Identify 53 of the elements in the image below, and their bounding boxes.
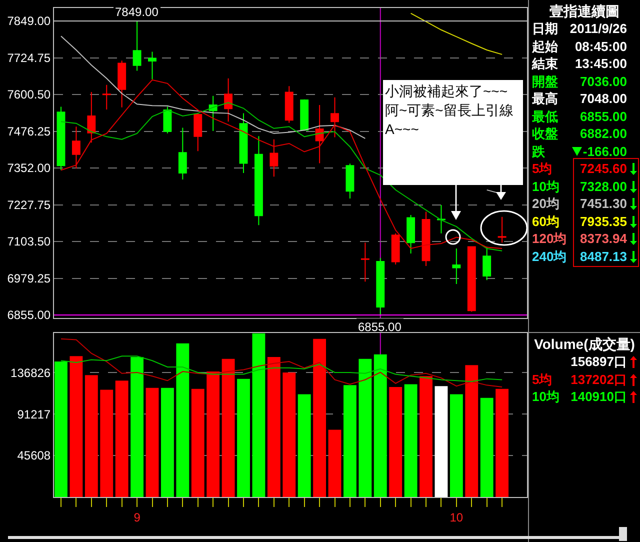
y-tick-label: 7600.50 [7,88,51,102]
text: 7048.00 [580,90,627,107]
ref-line-label: 7849.00 [115,5,159,19]
text: 7935.35 [580,212,627,230]
x-tick-label: 9 [134,510,141,524]
text: 2011/9/26 [570,20,627,37]
y-tick-label: 136826 [10,366,51,380]
y-tick-label: 7476.25 [7,124,51,138]
text: 7036.00 [580,72,627,90]
text: 7245.60 [580,160,627,177]
text: 起始 [532,38,558,54]
y-tick-label: 7352.00 [7,161,51,176]
note-box: 小洞被補起來了~~~ 阿~可素~留長上引線 A~~~ [383,80,523,185]
text: 壹指連續圖 [548,3,620,21]
text: 10均 [532,178,560,194]
text: 20均 [532,195,560,212]
annotation: 小洞被補起來了~~~ 阿~可素~留長上引線 A~~~ [385,82,514,139]
text: 7451.30 [580,195,627,212]
text: 13:45:00 [574,55,627,72]
y-tick-label: 7849.00 [7,14,51,28]
text: 08:45:00 [574,38,627,54]
y-tick-label: 7724.75 [7,50,51,65]
text: 140910口 [570,388,627,405]
text: 240均 [532,248,567,264]
text: 120均 [532,230,567,247]
text: Volume(成交量) [533,336,636,354]
y-tick-label: 7227.75 [7,198,51,212]
y-tick-label: 7103.50 [7,234,51,249]
text: -166.00 [582,142,627,160]
text: 結束 [532,55,558,72]
text: 最高 [532,90,558,107]
text: 6882.00 [580,125,627,142]
text: 6855.00 [580,108,627,124]
text: 60均 [532,212,560,230]
text: 8487.13 [580,248,627,264]
text: 137202口 [570,370,627,388]
text: 5均 [532,160,552,177]
text: 日期 [532,20,558,37]
text: 最低 [532,108,558,124]
text: 跌 [532,142,545,160]
text: 收盤 [532,125,558,142]
y-tick-label: 91217 [17,407,51,422]
text: 10均 [532,388,560,405]
x-tick-label: 10 [450,510,464,524]
text: 5均 [532,370,552,388]
text: 開盤 [532,72,558,90]
text: 8373.94 [580,230,627,247]
text: 7328.00 [580,178,627,194]
y-tick-label: 6979.25 [7,271,51,286]
ref-line-label: 6855.00 [358,320,402,334]
text: 156897口 [570,353,627,370]
y-tick-label: 45608 [17,448,51,463]
y-tick-label: 6855.00 [7,308,51,322]
